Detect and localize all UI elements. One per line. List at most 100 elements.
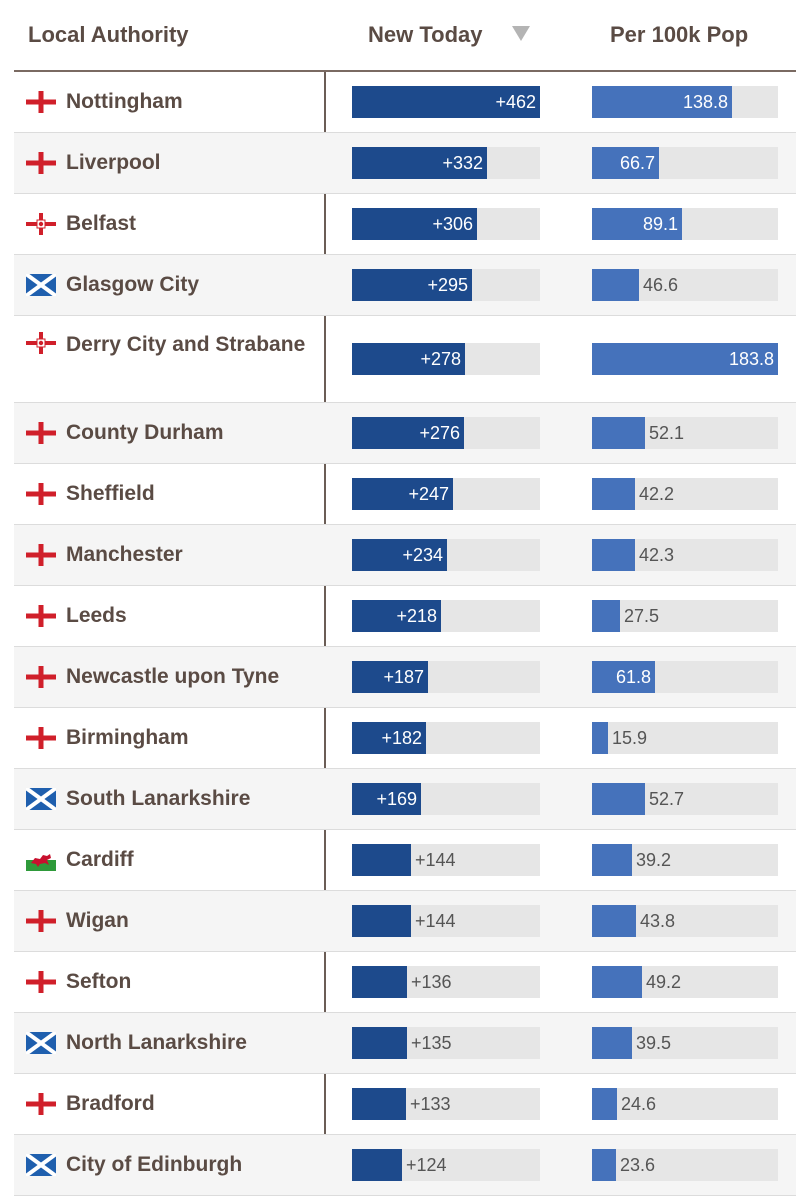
per-100k-bar: [592, 966, 642, 998]
new-today-bar: [352, 905, 411, 937]
new-today-track: +182: [352, 722, 540, 754]
table-row[interactable]: Leeds +218 27.5: [14, 586, 796, 647]
new-today-label: +276: [419, 423, 460, 443]
authority-name: Manchester: [66, 543, 183, 566]
new-today-label: +169: [376, 789, 417, 809]
new-today-track: +144: [352, 905, 540, 937]
table-row[interactable]: Birmingham +182 15.9: [14, 708, 796, 769]
table-row[interactable]: Nottingham +462 138.8: [14, 72, 796, 133]
table-row[interactable]: Wigan +144 43.8: [14, 891, 796, 952]
authority-name: Sefton: [66, 970, 132, 993]
per-100k-bar: [592, 661, 655, 693]
per-100k-track: 24.6: [592, 1088, 778, 1120]
table-header: Local Authority New Today Per 100k Pop: [14, 0, 796, 72]
per-100k-bar: [592, 722, 608, 754]
per-100k-bar: [592, 1027, 632, 1059]
per-100k-label: 42.2: [639, 484, 675, 504]
england-flag-icon: [26, 483, 56, 505]
per-100k-track: 27.5: [592, 600, 778, 632]
per-100k-label: 43.8: [640, 911, 676, 931]
per-100k-label: 49.2: [646, 972, 682, 992]
per-100k-label: 15.9: [612, 728, 648, 748]
wales-flag-icon: [26, 849, 56, 871]
authority-name: City of Edinburgh: [66, 1153, 243, 1176]
per-100k-bar: [592, 417, 645, 449]
new-today-track: +276: [352, 417, 540, 449]
authority-name: Bradford: [66, 1092, 155, 1115]
authority-name: Newcastle upon Tyne: [66, 665, 280, 688]
new-today-label: +306: [432, 214, 473, 234]
header-local-authority[interactable]: Local Authority: [28, 22, 189, 47]
table-row[interactable]: Liverpool +332 66.7: [14, 133, 796, 194]
per-100k-track: 183.8: [592, 343, 778, 375]
new-today-track: +332: [352, 147, 540, 179]
new-today-bar: [352, 208, 477, 240]
per-100k-bar: [592, 208, 682, 240]
new-today-label: +332: [442, 153, 483, 173]
table-row[interactable]: Glasgow City +295 46.6: [14, 255, 796, 316]
header-per-100k[interactable]: Per 100k Pop: [610, 22, 749, 47]
scotland-flag-icon: [24, 786, 58, 812]
per-100k-label: 27.5: [624, 606, 660, 626]
authority-name: County Durham: [66, 421, 224, 444]
table-row[interactable]: County Durham +276 52.1: [14, 403, 796, 464]
new-today-label: +133: [410, 1094, 451, 1114]
table-row[interactable]: City of Edinburgh +124 23.6: [14, 1135, 796, 1196]
per-100k-track: 42.3: [592, 539, 778, 571]
table-row[interactable]: South Lanarkshire +169 52.7: [14, 769, 796, 830]
header-new-today[interactable]: New Today: [368, 22, 483, 47]
table-row[interactable]: Manchester +234 42.3: [14, 525, 796, 586]
table-row[interactable]: Derry City and Strabane +278 183.8: [14, 316, 796, 403]
new-today-label: +144: [415, 850, 456, 870]
table-row[interactable]: Sheffield +247 42.2: [14, 464, 796, 525]
new-today-label: +182: [381, 728, 422, 748]
new-today-track: +295: [352, 269, 540, 301]
per-100k-bar: [592, 1149, 616, 1181]
table-row[interactable]: Bradford +133 24.6: [14, 1074, 796, 1135]
per-100k-bar: [592, 86, 732, 118]
per-100k-label: 52.1: [649, 423, 685, 443]
authority-name: Cardiff: [66, 848, 134, 871]
scotland-flag-icon: [24, 1152, 58, 1178]
table-row[interactable]: North Lanarkshire +135 39.5: [14, 1013, 796, 1074]
new-today-bar: [352, 1088, 406, 1120]
authority-name: Birmingham: [66, 726, 189, 749]
per-100k-label: 39.2: [636, 850, 672, 870]
new-today-track: +278: [352, 343, 540, 375]
column-divider: [324, 72, 326, 1176]
new-today-bar: [352, 600, 441, 632]
per-100k-label: 46.6: [643, 275, 679, 295]
per-100k-track: 39.5: [592, 1027, 778, 1059]
table-row[interactable]: Cardiff +144 39.2: [14, 830, 796, 891]
england-flag-icon: [26, 727, 56, 749]
per-100k-bar: [592, 147, 659, 179]
per-100k-track: 42.2: [592, 478, 778, 510]
per-100k-bar: [592, 1088, 617, 1120]
table-body: Nottingham +462 138.8 Liverpool +332 66.7 Belf…: [14, 72, 796, 1196]
northern-ireland-flag-icon: [26, 213, 56, 235]
per-100k-label: 52.7: [649, 789, 685, 809]
england-flag-icon: [26, 971, 56, 993]
table-row[interactable]: Belfast +306 89.1: [14, 194, 796, 255]
new-today-bar: [352, 844, 411, 876]
authority-name: Liverpool: [66, 151, 161, 174]
authority-name: Derry City and Strabane: [66, 333, 306, 356]
per-100k-bar: [592, 539, 635, 571]
new-today-bar: [352, 269, 472, 301]
per-100k-track: 66.7: [592, 147, 778, 179]
new-today-track: +462: [352, 86, 540, 118]
per-100k-track: 89.1: [592, 208, 778, 240]
per-100k-bar: [592, 905, 636, 937]
table-row[interactable]: Sefton +136 49.2: [14, 952, 796, 1013]
authority-name: Belfast: [66, 212, 137, 235]
table-row[interactable]: Newcastle upon Tyne +187 61.8: [14, 647, 796, 708]
new-today-label: +144: [415, 911, 456, 931]
per-100k-track: 46.6: [592, 269, 778, 301]
per-100k-label: 61.8: [615, 667, 651, 687]
per-100k-bar: [592, 783, 645, 815]
sort-descending-icon[interactable]: [512, 26, 530, 41]
per-100k-bar: [592, 343, 778, 375]
new-today-track: +124: [352, 1149, 540, 1181]
new-today-track: +218: [352, 600, 540, 632]
